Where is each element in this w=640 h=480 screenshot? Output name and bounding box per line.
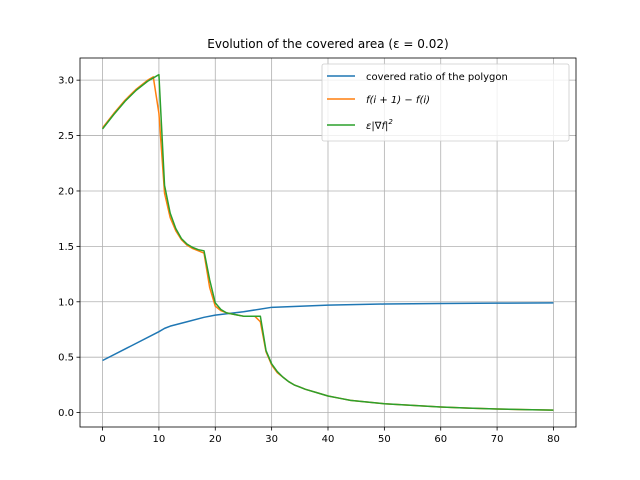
x-tick-label: 80 bbox=[547, 434, 560, 445]
y-tick-label: 1.5 bbox=[58, 242, 74, 253]
legend-label-difference: f(i + 1) − f(i) bbox=[366, 95, 430, 106]
y-tick-label: 1.0 bbox=[58, 297, 74, 308]
legend-box bbox=[321, 63, 570, 142]
legend-label-gradient-energy: ε|∇f|2 bbox=[366, 118, 393, 132]
series-lines bbox=[101, 73, 554, 411]
legend: covered ratio of the polygon f(i + 1) − … bbox=[321, 63, 570, 142]
axis-ticks: 0 10 20 30 40 50 60 70 80 0.0 0.5 1.0 1.5 2.0 2.5 3.0 bbox=[58, 76, 560, 445]
x-tick-label: 20 bbox=[209, 434, 222, 445]
y-tick-label: 3.0 bbox=[58, 76, 74, 87]
legend-label-covered-ratio: covered ratio of the polygon bbox=[366, 72, 508, 83]
x-tick-label: 50 bbox=[378, 434, 391, 445]
y-tick-label: 0.5 bbox=[58, 353, 74, 364]
legend-label-gradient-energy-base: ε|∇f| bbox=[366, 121, 388, 132]
x-tick-label: 10 bbox=[153, 434, 166, 445]
y-tick-label: 2.5 bbox=[58, 131, 74, 142]
series-gradient-energy-line bbox=[101, 73, 554, 411]
x-tick-label: 60 bbox=[434, 434, 447, 445]
y-tick-label: 0.0 bbox=[58, 408, 74, 419]
x-tick-label: 40 bbox=[322, 434, 335, 445]
x-tick-label: 30 bbox=[265, 434, 278, 445]
chart-title: Evolution of the covered area (ε = 0.02) bbox=[207, 37, 448, 51]
x-tick-label: 0 bbox=[99, 434, 105, 445]
legend-label-gradient-energy-exponent: 2 bbox=[388, 118, 393, 126]
x-tick-label: 70 bbox=[491, 434, 504, 445]
y-tick-label: 2.0 bbox=[58, 186, 74, 197]
